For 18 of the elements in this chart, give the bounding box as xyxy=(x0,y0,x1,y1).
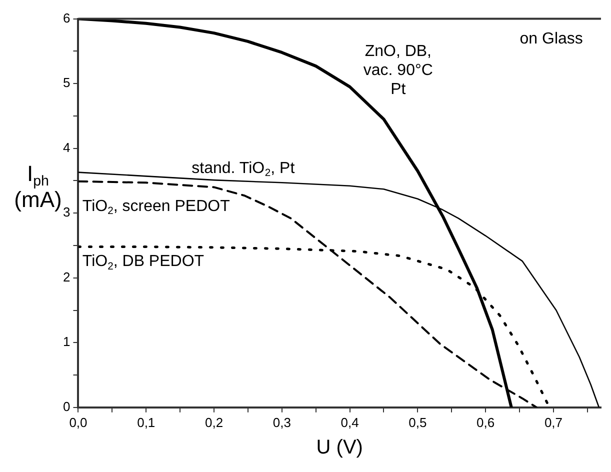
x-tick-label: 0,1 xyxy=(137,414,156,430)
annotation: ZnO, DB, vac. 90°C Pt xyxy=(363,42,433,98)
y-tick-label: 3 xyxy=(62,204,70,220)
y-tick-label: 4 xyxy=(62,140,70,155)
x-tick-label: 0,7 xyxy=(544,414,563,430)
x-tick-label: 0,2 xyxy=(204,414,224,430)
x-tick-label: 0,5 xyxy=(408,414,427,430)
y-tick-label: 2 xyxy=(62,269,70,284)
x-tick-label: 0,4 xyxy=(340,414,359,430)
y-tick-label: 6 xyxy=(62,10,70,26)
y-tick-label: 0 xyxy=(62,398,70,414)
x-tick-label: 0,3 xyxy=(272,414,291,430)
x-tick-label: 0,6 xyxy=(476,414,495,430)
x-tick-label: 0,0 xyxy=(69,414,88,430)
y-tick-label: 1 xyxy=(62,334,70,350)
x-axis-title: U (V) xyxy=(316,436,363,459)
y-tick-label: 5 xyxy=(62,75,70,90)
annotation: on Glass xyxy=(520,30,583,48)
